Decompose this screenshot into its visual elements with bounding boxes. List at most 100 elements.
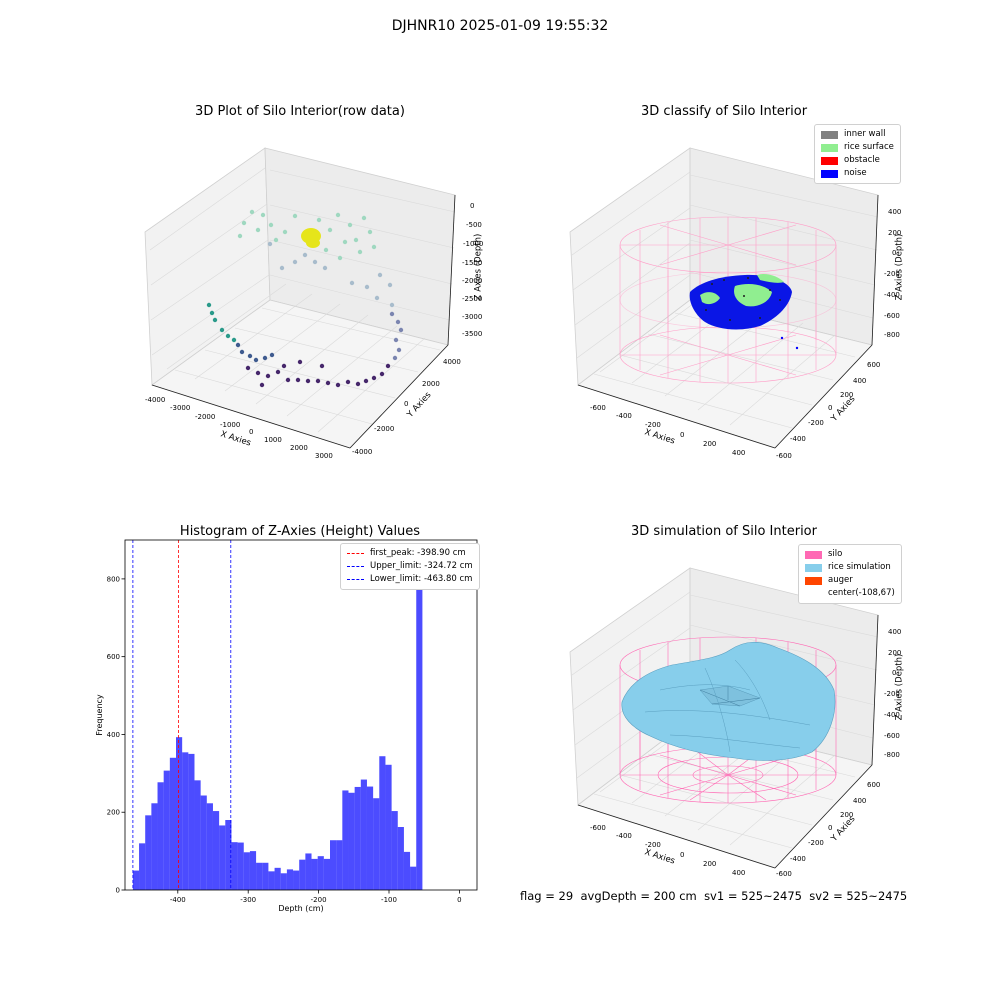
histogram-legend-item: Lower_limit: -463.80 cm <box>347 573 473 586</box>
histogram-y-label: Frequency <box>95 694 104 736</box>
simulation-legend-item: rice simulation <box>805 561 895 574</box>
raw-z-tick: -2500 <box>462 295 483 303</box>
legend-label: obstacle <box>844 155 880 165</box>
histogram-x-tick-label: 0 <box>457 896 461 904</box>
raw-3d-panes <box>144 147 456 449</box>
classify-y-tick: -600 <box>776 452 792 460</box>
simulation-z-tick: 0 <box>892 669 897 677</box>
simulation-x-tick: 400 <box>732 869 746 877</box>
histogram-bar <box>132 870 140 890</box>
simulation-y-tick: -400 <box>790 855 806 863</box>
classify-y-tick: 600 <box>867 361 881 369</box>
simulation-y-tick: 400 <box>853 797 867 805</box>
simulation-z-tick: -600 <box>884 732 900 740</box>
status-avg-depth: avgDepth = 200 cm <box>580 889 697 903</box>
histogram-bar <box>212 811 220 890</box>
raw-x-tick: 0 <box>249 428 254 436</box>
histogram-y-ticks: 0 200 400 600 800 <box>107 575 125 895</box>
legend-swatch <box>821 130 838 139</box>
status-line: flag = 29 avgDepth = 200 cm sv1 = 525~24… <box>520 889 907 903</box>
histogram-bars <box>132 557 423 890</box>
classify-x-tick: 400 <box>732 449 746 457</box>
simulation-axis-lines <box>577 614 879 869</box>
simulation-x-tick: 0 <box>680 851 685 859</box>
legend-label: inner wall <box>844 129 886 139</box>
legend-line-swatch <box>347 553 364 554</box>
raw-x-tick: 1000 <box>264 436 282 444</box>
classify-z-tick: -400 <box>884 291 900 299</box>
histogram-bar <box>237 842 244 890</box>
histogram-bar <box>366 786 374 890</box>
legend-label: rice surface <box>844 142 894 152</box>
raw-y-tick: 2000 <box>422 380 440 388</box>
classify-z-tick: -600 <box>884 312 900 320</box>
classify-x-tick: -400 <box>616 412 632 420</box>
histogram-bar <box>305 853 312 890</box>
histogram-bar <box>188 753 195 890</box>
histogram-bar <box>397 827 404 890</box>
legend-swatch <box>821 143 838 152</box>
classify-x-tick: 0 <box>680 431 685 439</box>
histogram-bar <box>299 859 306 890</box>
histogram-legend-item: Upper_limit: -324.72 cm <box>347 560 473 573</box>
histogram-bar <box>182 752 189 890</box>
classify-z-tick: -800 <box>884 331 900 339</box>
histogram-x-ticks: -400 -300 -200 -100 0 <box>170 890 462 904</box>
raw-y-tick: -4000 <box>352 448 373 456</box>
histogram-bar <box>317 856 324 890</box>
simulation-y-tick: 600 <box>867 781 881 789</box>
raw-x-tick: -4000 <box>145 396 166 404</box>
classify-legend-item: rice surface <box>821 141 894 154</box>
classify-z-tick: 400 <box>888 208 902 216</box>
raw-z-axis-label: Z Axies (Depth) <box>473 233 484 301</box>
histogram-bar <box>293 870 300 890</box>
histogram-bar <box>139 843 146 890</box>
legend-swatch <box>805 550 822 559</box>
simulation-z-tick: -400 <box>884 711 900 719</box>
classify-legend-item: inner wall <box>821 128 894 141</box>
histogram-bar <box>348 792 355 890</box>
legend-label: silo <box>828 549 843 559</box>
simulation-x-tick: -600 <box>590 824 606 832</box>
status-sv1: sv1 = 525~2475 <box>704 889 802 903</box>
raw-z-tick: -3500 <box>462 330 483 338</box>
simulation-rice-surface <box>621 641 836 761</box>
legend-swatch <box>821 169 838 178</box>
histogram-bar <box>391 811 398 890</box>
classify-y-tick: 200 <box>840 391 854 399</box>
histogram-bar <box>225 820 232 890</box>
histogram-bar <box>379 756 386 890</box>
raw-3d-points <box>206 209 404 388</box>
raw-z-tick: 0 <box>470 202 475 210</box>
classify-axis-lines <box>577 194 879 449</box>
histogram-bar <box>163 770 170 890</box>
raw-z-tick: -500 <box>466 221 482 229</box>
classify-y-tick: 0 <box>828 404 833 412</box>
classify-y-tick: -200 <box>808 419 824 427</box>
raw-x-tick: -2000 <box>195 413 216 421</box>
histogram-x-tick-label: -300 <box>240 896 256 904</box>
histogram-bar <box>145 815 152 890</box>
legend-label: center(-108,67) <box>828 588 895 598</box>
raw-x-tick: -3000 <box>170 404 191 412</box>
histogram-reference-lines <box>132 540 232 890</box>
histogram-bar <box>354 786 361 890</box>
histogram-bar <box>330 840 337 890</box>
histogram-bar <box>268 871 275 890</box>
raw-y-tick: 0 <box>404 400 409 408</box>
histogram-bar <box>403 851 411 890</box>
raw-z-tick: -3000 <box>462 313 483 321</box>
classify-silo-wireframe <box>619 216 837 384</box>
simulation-legend: silo rice simulation auger center(-108,6… <box>798 544 902 604</box>
histogram-bar <box>151 803 158 890</box>
legend-swatch <box>805 590 822 598</box>
histogram-bar <box>360 779 367 890</box>
histogram-x-tick-label: -100 <box>381 896 397 904</box>
legend-line-swatch <box>347 566 364 567</box>
classify-legend-item: noise <box>821 167 894 180</box>
histogram-chart: -400 -300 -200 -100 0 0 200 400 600 800 Depth (c… <box>95 539 478 913</box>
raw-y-tick: -2000 <box>374 425 395 433</box>
histogram-bar <box>342 790 349 890</box>
simulation-z-axis-label: Z Axies (Depth) <box>894 653 905 721</box>
simulation-z-tick: -200 <box>884 690 900 698</box>
